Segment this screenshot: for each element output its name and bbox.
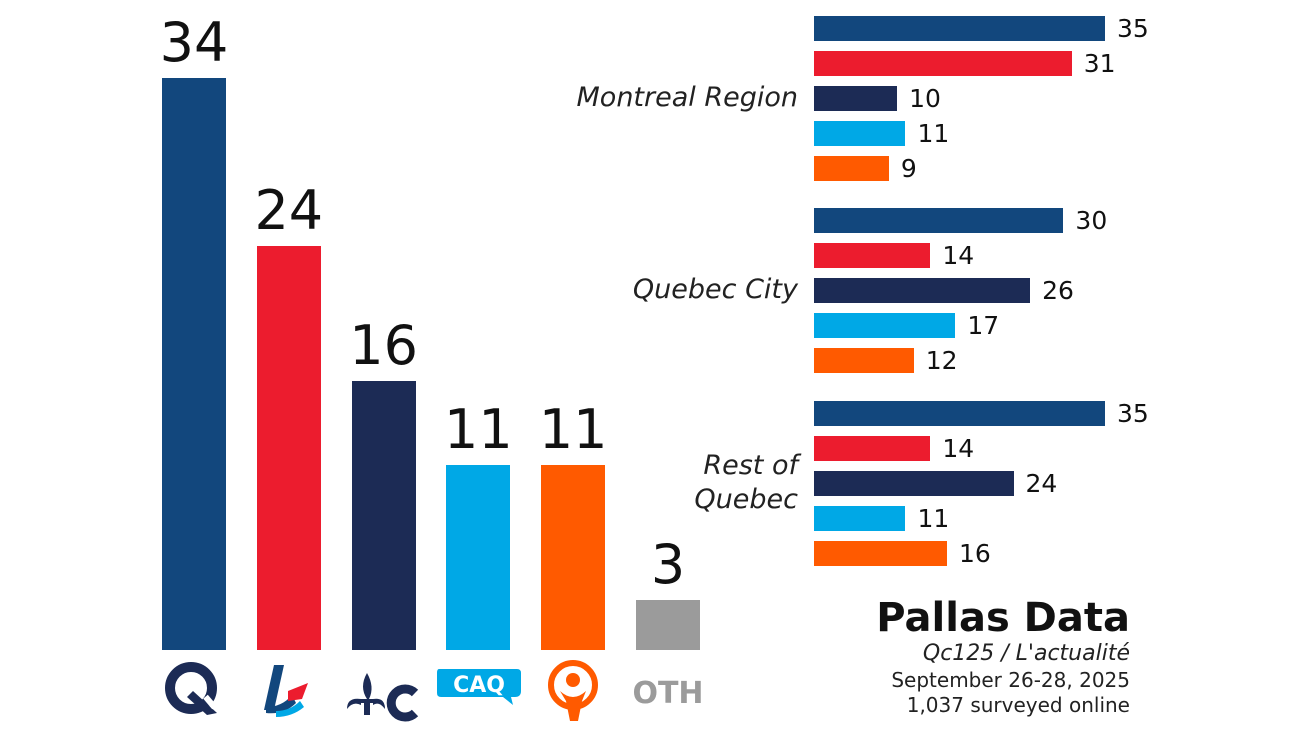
region-bar	[814, 401, 1105, 426]
region-bar	[814, 243, 931, 268]
bar-oth	[636, 599, 700, 650]
region-label-line: Rest of	[703, 450, 798, 481]
pollster-name: Pallas Data	[876, 595, 1130, 641]
region-bar-value: 31	[1083, 49, 1116, 78]
svg-text:CAQ: CAQ	[453, 673, 505, 698]
region-bar-value: 12	[925, 346, 958, 375]
source-subtitle: Qc125 / L'actualité	[922, 641, 1130, 666]
region-bar	[814, 278, 1031, 303]
region-label: Rest of Quebec	[694, 449, 798, 517]
region-bar	[814, 471, 1014, 496]
caq-logo-icon: CAQ	[433, 655, 523, 725]
region-bar-value: 11	[917, 504, 950, 533]
region-bar	[814, 506, 906, 531]
region-bar-value: 11	[917, 119, 950, 148]
region-label-line: Montreal Region	[576, 82, 799, 113]
region-bar-value: 35	[1117, 399, 1149, 428]
bar-value-label: 3	[650, 532, 686, 596]
region-bar	[814, 86, 898, 111]
region-label-line: Quebec City	[632, 274, 798, 305]
survey-sample: 1,037 surveyed online	[906, 693, 1130, 717]
region-label: Quebec City	[633, 273, 798, 307]
region-bar-value: 26	[1042, 276, 1074, 305]
region-label: Montreal Region	[577, 81, 799, 115]
bar-value-label: 16	[349, 313, 418, 377]
region-bar-value: 10	[909, 84, 941, 113]
pcq-fleur-de-lis-icon	[339, 655, 429, 725]
bar-caq	[446, 464, 511, 650]
region-bar	[814, 348, 914, 373]
bar-value-label: 11	[444, 397, 513, 461]
region-bar	[814, 121, 906, 146]
pq-logo-icon	[149, 655, 239, 725]
region-bar	[814, 313, 956, 338]
region-label-line: Quebec	[694, 484, 798, 515]
bar-pq	[162, 78, 226, 650]
region-bar-value: 30	[1075, 206, 1108, 235]
plq-logo-icon	[244, 655, 334, 725]
region-bar-value: 35	[1117, 14, 1149, 43]
oth-label: OTH	[632, 676, 704, 711]
region-bar	[814, 436, 931, 461]
bar-pcq	[351, 380, 416, 650]
region-bar-value: 9	[900, 154, 917, 183]
region-bar	[814, 51, 1072, 76]
survey-dates: September 26-28, 2025	[891, 668, 1130, 692]
bar-value-label: 34	[159, 11, 229, 74]
qs-logo-icon	[528, 655, 618, 725]
region-bar-value: 14	[942, 434, 975, 463]
pollster-block: Pallas Data Qc125 / L'actualité Septembe…	[876, 596, 1130, 718]
bar-qs	[541, 464, 606, 650]
bar-value-label: 11	[538, 397, 608, 461]
region-bar-value: 16	[959, 539, 991, 568]
region-bar-value: 24	[1025, 469, 1058, 498]
bar-value-label: 24	[254, 179, 324, 243]
region-bar-value: 14	[942, 241, 975, 270]
region-bar-value: 17	[967, 311, 1000, 340]
region-bar	[814, 16, 1105, 41]
region-bar	[814, 156, 889, 181]
bar-plq	[256, 246, 321, 650]
region-bar	[814, 208, 1064, 233]
region-bar	[814, 541, 948, 566]
